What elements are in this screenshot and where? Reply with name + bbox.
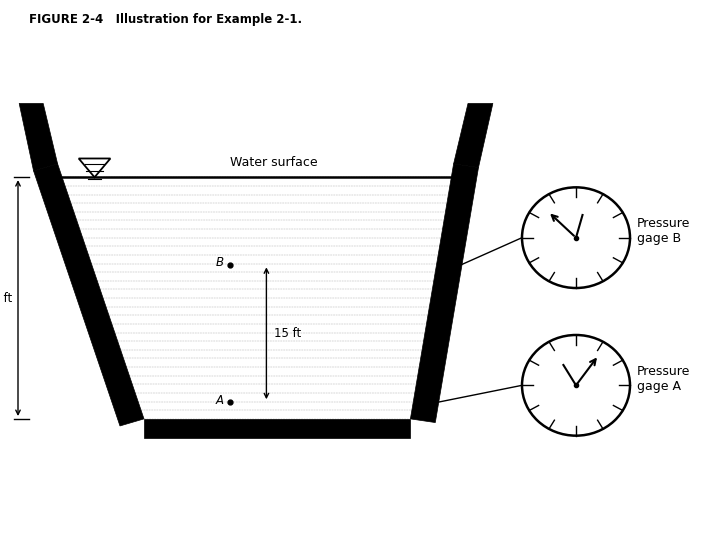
- Text: ALWAYS LEARNING: ALWAYS LEARNING: [11, 509, 120, 519]
- Polygon shape: [410, 164, 479, 422]
- Text: A: A: [215, 394, 223, 407]
- Text: Copyright © 2015 by Pearson Education, Inc.: Copyright © 2015 by Pearson Education, I…: [396, 502, 586, 511]
- Text: FIGURE 2-4   Illustration for Example 2-1.: FIGURE 2-4 Illustration for Example 2-1.: [29, 14, 302, 26]
- Text: 25 ft: 25 ft: [0, 292, 12, 305]
- Polygon shape: [454, 104, 493, 167]
- Text: Pressure
gage A: Pressure gage A: [637, 364, 690, 393]
- Text: PEARSON: PEARSON: [623, 505, 719, 523]
- Text: Basic Environmental Technology, Sixth Edition: Basic Environmental Technology, Sixth Ed…: [137, 502, 330, 511]
- Text: Jerry A. Nathanson | Richard A. Schneider: Jerry A. Nathanson | Richard A. Schneide…: [137, 521, 311, 530]
- Text: Water surface: Water surface: [230, 156, 318, 169]
- Text: B: B: [215, 256, 223, 269]
- Text: Pressure
gage B: Pressure gage B: [637, 217, 690, 245]
- Polygon shape: [34, 164, 144, 426]
- Text: 15 ft: 15 ft: [274, 327, 301, 340]
- Polygon shape: [19, 104, 58, 171]
- Circle shape: [522, 335, 630, 436]
- Polygon shape: [144, 419, 410, 438]
- Text: All Rights Reserved: All Rights Reserved: [396, 521, 478, 530]
- Circle shape: [522, 187, 630, 288]
